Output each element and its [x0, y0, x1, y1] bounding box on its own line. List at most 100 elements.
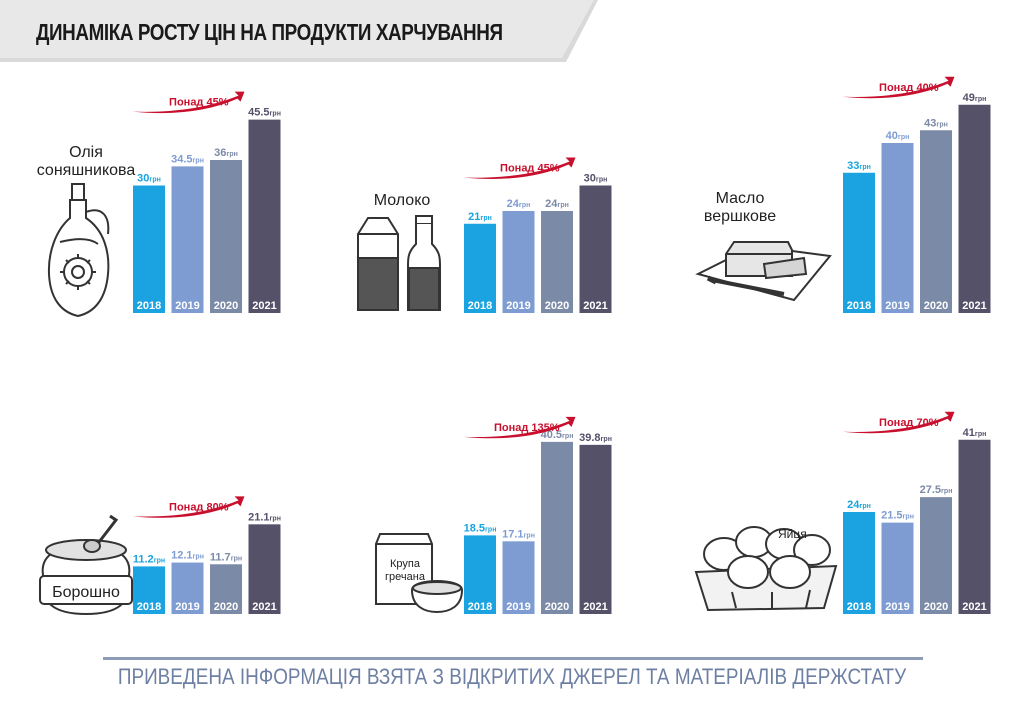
bar-value-label: 21.1грн [248, 511, 281, 523]
bar-value-label: 36грн [214, 147, 238, 159]
bar-year-label: 2021 [583, 601, 607, 613]
footer-divider [103, 657, 923, 660]
bar-value-label: 11.7грн [210, 551, 242, 563]
oil-bottle-icon [47, 183, 110, 318]
growth-arrow [842, 76, 955, 99]
bar-value-label: 39.8грн [579, 432, 612, 444]
growth-arrow [132, 496, 245, 518]
bar-value-label: 21.5грн [881, 510, 914, 522]
bar-2018 [133, 566, 165, 614]
bar-year-label: 2020 [214, 300, 238, 312]
bar-value-label: 18.5грн [464, 522, 497, 534]
growth-arrow [842, 411, 955, 434]
bar-value-label: 33грн [847, 160, 871, 172]
bar-year-label: 2018 [847, 601, 871, 613]
bar-2018 [843, 512, 875, 614]
bar-value-label: 27.5грн [920, 484, 953, 496]
bar-2018 [464, 535, 496, 614]
bar-year-label: 2021 [252, 300, 276, 312]
bar-year-label: 2020 [545, 300, 569, 312]
bar-2019 [502, 211, 535, 313]
bar-2021 [579, 444, 612, 614]
product-label-oil-line2: соняшникова [36, 162, 136, 179]
growth-arrow [463, 157, 576, 179]
bar-2018 [464, 223, 496, 313]
bar-value-label: 34.5грн [171, 153, 204, 165]
growth-annotation: Понад 45% [169, 97, 229, 109]
bar-2018 [133, 185, 165, 313]
product-label-milk: Молоко [373, 192, 431, 209]
bar-value-label: 24грн [545, 198, 569, 210]
bar-value-label: 24грн [507, 198, 531, 210]
bar-2021 [248, 524, 281, 614]
bar-value-label: 12.1грн [171, 550, 204, 562]
bar-2021 [958, 439, 991, 614]
bar-2019 [171, 166, 204, 313]
bar-year-label: 2018 [468, 300, 492, 312]
bar-year-label: 2021 [252, 601, 276, 613]
bar-value-label: 17.1грн [502, 528, 535, 540]
bar-2021 [579, 185, 612, 313]
bar-year-label: 2019 [885, 601, 909, 613]
bar-2019 [881, 143, 914, 313]
bar-value-label: 21грн [468, 211, 492, 223]
bar-value-label: 40грн [886, 130, 910, 142]
bar-value-label: 41грн [963, 427, 987, 439]
bar-year-label: 2021 [583, 300, 607, 312]
bar-2020 [541, 211, 573, 313]
flour-bag-icon [39, 514, 133, 616]
bar-year-label: 2020 [545, 601, 569, 613]
footer-source-note: ПРИВЕДЕНА ІНФОРМАЦІЯ ВЗЯТА З ВІДКРИТИХ Д… [117, 664, 907, 689]
growth-annotation: Понад 40% [879, 82, 939, 94]
bar-value-label: 49грн [963, 92, 987, 104]
buckwheat-icon [375, 533, 464, 614]
growth-arrow [132, 91, 245, 114]
bar-value-label: 43грн [924, 117, 948, 129]
growth-annotation: Понад 70% [879, 417, 939, 429]
bar-2020 [210, 160, 242, 313]
product-label-buckwheat-line2: гречана [385, 571, 425, 583]
product-label-flour: Борошно [52, 584, 120, 601]
header-band [0, 0, 598, 62]
growth-annotation: Понад 80% [169, 501, 229, 513]
bar-year-label: 2021 [962, 300, 986, 312]
milk-icon [357, 215, 441, 311]
bar-2020 [920, 130, 952, 313]
bar-value-label: 45.5грн [248, 107, 281, 119]
bar-2021 [248, 119, 281, 313]
product-label-butter-line2: вершкове [703, 208, 777, 225]
bar-year-label: 2019 [175, 300, 199, 312]
product-label-oil-line1: Олія [69, 144, 103, 161]
page-title: ДИНАМІКА РОСТУ ЦІН НА ПРОДУКТИ ХАРЧУВАНН… [36, 19, 503, 45]
bar-year-label: 2018 [468, 601, 492, 613]
product-label-eggs: Яйця [778, 527, 807, 541]
bar-year-label: 2019 [506, 300, 530, 312]
growth-arrow [463, 416, 576, 439]
bar-2019 [881, 522, 914, 614]
bar-year-label: 2018 [137, 300, 161, 312]
bar-year-label: 2020 [214, 601, 238, 613]
bar-year-label: 2018 [137, 601, 161, 613]
butter-icon [695, 241, 832, 302]
bar-2020 [210, 564, 242, 614]
bar-2019 [171, 562, 204, 614]
bar-year-label: 2018 [847, 300, 871, 312]
bar-2019 [502, 541, 535, 614]
bar-value-label: 24грн [847, 499, 871, 511]
bar-year-label: 2019 [885, 300, 909, 312]
bar-2020 [920, 497, 952, 614]
bar-year-label: 2021 [962, 601, 986, 613]
bar-2018 [843, 172, 875, 313]
bar-value-label: 30грн [584, 173, 608, 185]
product-label-butter-line1: Масло [715, 190, 765, 207]
bar-2021 [958, 104, 991, 313]
eggs-icon [694, 526, 838, 612]
bar-year-label: 2020 [924, 300, 948, 312]
product-label-buckwheat-line1: Крупа [390, 558, 420, 570]
bar-year-label: 2019 [175, 601, 199, 613]
bar-year-label: 2019 [506, 601, 530, 613]
bar-value-label: 11.2грн [133, 553, 165, 565]
bar-2020 [541, 441, 573, 614]
bar-year-label: 2020 [924, 601, 948, 613]
